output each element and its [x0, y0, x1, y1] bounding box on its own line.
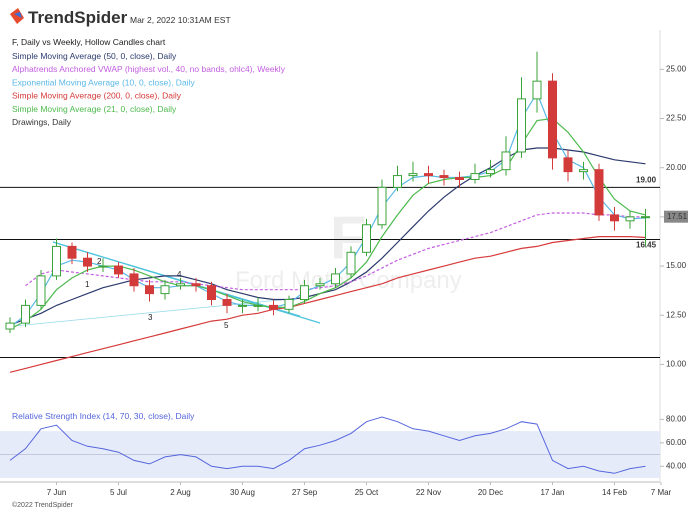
x-tick-label: 2 Aug: [170, 488, 190, 497]
candle-body: [191, 283, 201, 287]
candle-body: [408, 173, 418, 177]
candle-body: [21, 304, 30, 324]
candle-body: [470, 173, 480, 181]
candle-body: [424, 173, 433, 177]
candle-body: [641, 216, 650, 219]
timestamp: Mar 2, 2022 10:31AM EST: [130, 15, 231, 25]
candle-body: [532, 80, 542, 100]
candle-body: [83, 257, 92, 267]
x-tick-label: 5 Jul: [110, 488, 127, 497]
y-tick-label: 60.00: [666, 438, 687, 447]
indicator-line: [9, 147, 646, 326]
candle-body: [331, 273, 340, 285]
candle-body: [377, 186, 387, 226]
y-tick-label: 40.00: [666, 461, 687, 470]
y-tick-label: 12.50: [666, 310, 687, 319]
rsi-label: Relative Strength Index (14, 70, 30, clo…: [12, 411, 195, 421]
candle-body: [284, 299, 294, 310]
ma-value-label: 16.45: [636, 241, 657, 250]
footer: ©2022 TrendSpider: [12, 501, 73, 509]
y-tick-label: 10.00: [666, 360, 687, 369]
legend-entry: Alphatrends Anchored VWAP (highest vol.,…: [12, 64, 286, 74]
candle-body: [362, 224, 371, 253]
trendline: [14, 297, 301, 327]
chart-label: F, Daily vs Weekly, Hollow Candles chart: [12, 37, 166, 47]
candle-body: [517, 98, 526, 153]
candle-body: [5, 322, 15, 330]
legend-entry: Exponential Moving Average (10, 0, close…: [12, 77, 195, 87]
candle-body: [160, 285, 170, 295]
candle-body: [579, 169, 588, 173]
rsi-line: [9, 416, 646, 474]
x-tick-label: 7 Jun: [47, 488, 67, 497]
logo: [10, 8, 24, 24]
candle-body: [455, 177, 464, 181]
legend-entry: Simple Moving Average (21, 0, close), Da…: [12, 104, 177, 114]
trendline: [52, 241, 301, 317]
candle-body: [563, 157, 573, 173]
wave-label: 3: [148, 313, 153, 322]
price-tag-bg: [664, 210, 688, 223]
candle-body: [253, 304, 263, 307]
x-tick-label: 20 Dec: [478, 488, 503, 497]
x-tick-label: 17 Jan: [540, 488, 564, 497]
drawings-label: Drawings, Daily: [12, 117, 72, 127]
candle-body: [625, 216, 635, 222]
candle-body: [114, 265, 123, 275]
candle-body: [346, 251, 356, 275]
candle-body: [36, 275, 46, 306]
wave-label: 2: [97, 257, 102, 266]
y-tick-label: 25.00: [666, 64, 687, 73]
x-tick-label: 7 Mar: [651, 488, 672, 497]
candle-body: [145, 285, 154, 295]
x-tick-label: 14 Feb: [602, 488, 627, 497]
candle-body: [486, 169, 495, 175]
candle-body: [207, 285, 216, 301]
price-tag: 17.51: [667, 212, 688, 221]
candle-body: [67, 245, 77, 259]
y-tick-label: 22.50: [666, 114, 687, 123]
candle-body: [548, 80, 557, 159]
logo-text: TrendSpider: [28, 8, 128, 27]
candle-body: [315, 283, 325, 287]
legend-entry: Simple Moving Average (50, 0, close), Da…: [12, 51, 177, 61]
x-tick-label: 27 Sep: [292, 488, 318, 497]
candle-body: [176, 283, 185, 287]
candle-body: [222, 299, 232, 306]
candle-body: [269, 304, 278, 310]
candle-body: [238, 304, 247, 307]
candle-body: [300, 285, 309, 301]
candle-body: [610, 214, 619, 222]
candle-body: [594, 169, 604, 216]
candle-body: [52, 245, 61, 277]
wave-label: 5: [224, 321, 229, 330]
y-tick-label: 15.00: [666, 261, 687, 270]
indicator-line: [9, 236, 646, 373]
wave-label: 4: [177, 270, 182, 279]
x-tick-label: 22 Nov: [416, 488, 441, 497]
level-label: 19.00: [636, 175, 657, 184]
x-tick-label: 30 Aug: [230, 488, 255, 497]
x-tick-label: 25 Oct: [355, 488, 379, 497]
candle-body: [501, 151, 511, 171]
candle-body: [98, 265, 108, 268]
wave-label: 1: [85, 280, 90, 289]
legend-entry: Simple Moving Average (200, 0, close), D…: [12, 91, 182, 101]
y-tick-label: 80.00: [666, 414, 687, 423]
candle-body: [439, 175, 449, 179]
candle-body: [129, 273, 139, 287]
y-tick-label: 20.00: [666, 163, 687, 172]
candle-body: [393, 175, 402, 188]
